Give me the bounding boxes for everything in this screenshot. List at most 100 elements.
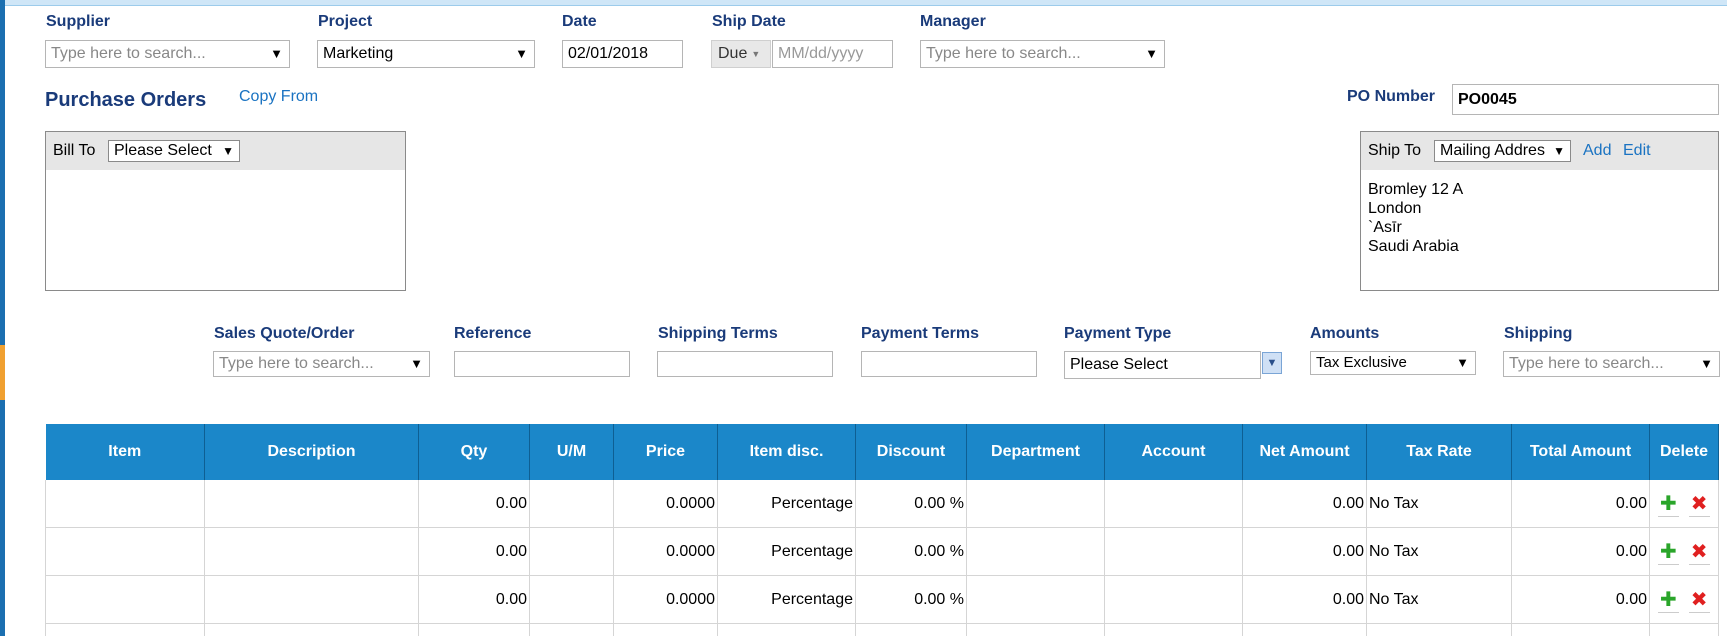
shipping-terms-input[interactable] [657,351,833,377]
payment-type-value: Please Select [1070,356,1168,373]
shipping-terms-label: Shipping Terms [658,325,778,342]
discount-cell[interactable]: 0.00 % [855,480,967,528]
payment-type-label: Payment Type [1064,325,1172,342]
ship-date-input[interactable]: MM/dd/yyyy [772,40,893,68]
payment-type-select[interactable]: Please Select [1064,351,1261,379]
copy-from-link[interactable]: Copy From [239,88,319,105]
table-row: 0.00 0.0000 Percentage 0.00 % 0.00 No Ta… [45,527,1719,576]
description-cell[interactable] [204,575,419,624]
triangle-down-icon[interactable]: ▼ [1145,46,1158,61]
department-cell[interactable] [966,480,1105,528]
manager-search-combo[interactable]: Type here to search... ▼ [920,40,1165,68]
po-number-input[interactable]: PO0045 [1452,84,1719,115]
column-header-net-amount[interactable]: Net Amount [1242,424,1367,480]
triangle-down-icon[interactable]: ▼ [270,46,283,61]
column-header-account[interactable]: Account [1104,424,1243,480]
shipping-placeholder: Type here to search... [1509,355,1664,372]
item-disc-cell[interactable]: Percentage [717,575,856,624]
ship-to-edit-link[interactable]: Edit [1623,142,1651,159]
column-header-um[interactable]: U/M [529,424,614,480]
qty-cell[interactable]: 0.00 [418,527,530,576]
discount-cell[interactable]: 0.00 % [855,575,967,624]
department-cell[interactable] [966,575,1105,624]
item-disc-cell[interactable]: Percentage [717,480,856,528]
description-cell[interactable] [204,480,419,528]
bill-to-value: Please Select [114,142,212,159]
shipping-combo[interactable]: Type here to search... ▼ [1503,351,1720,377]
tax-rate-cell[interactable]: No Tax [1366,575,1512,624]
column-header-price[interactable]: Price [613,424,718,480]
qty-cell[interactable]: 0.00 [418,575,530,624]
ship-to-select[interactable]: Mailing Addres ▼ [1434,140,1571,162]
address-line: `Asīr [1368,219,1402,236]
triangle-down-icon[interactable]: ▼ [222,144,234,158]
reference-input[interactable] [454,351,630,377]
address-line: Saudi Arabia [1368,238,1459,255]
item-cell[interactable] [45,527,205,576]
column-header-tax-rate[interactable]: Tax Rate [1366,424,1512,480]
sales-quote-combo[interactable]: Type here to search... ▼ [213,351,430,377]
price-cell[interactable]: 0.0000 [613,527,718,576]
table-cell [1366,623,1512,636]
close-icon[interactable]: ✖ [1688,492,1710,517]
tax-rate-cell[interactable]: No Tax [1366,480,1512,528]
item-disc-cell[interactable]: Percentage [717,527,856,576]
account-cell[interactable] [1104,480,1243,528]
um-cell[interactable] [529,575,614,624]
triangle-down-icon[interactable]: ▼ [1553,144,1565,158]
bill-to-select[interactable]: Please Select ▼ [108,140,240,162]
column-header-department[interactable]: Department [966,424,1105,480]
discount-cell[interactable]: 0.00 % [855,527,967,576]
um-cell[interactable] [529,480,614,528]
item-cell[interactable] [45,480,205,528]
plus-icon[interactable]: ✚ [1658,588,1679,613]
payment-terms-input[interactable] [861,351,1037,377]
total-amount-cell: 0.00 [1511,575,1650,624]
account-cell[interactable] [1104,527,1243,576]
price-cell[interactable]: 0.0000 [613,575,718,624]
column-header-item[interactable]: Item [45,424,205,480]
net-amount-cell: 0.00 [1242,480,1367,528]
project-label: Project [318,13,373,30]
amounts-select[interactable]: Tax Exclusive ▼ [1310,351,1476,375]
chevron-down-icon[interactable]: ▼ [1262,352,1282,374]
triangle-down-icon[interactable]: ▼ [515,46,528,61]
table-cell [45,623,205,636]
triangle-down-icon[interactable]: ▼ [1700,356,1713,371]
triangle-down-icon[interactable]: ▼ [410,356,423,371]
caret-down-icon: ▼ [751,49,761,59]
left-sidebar-strip [0,0,5,636]
qty-cell[interactable]: 0.00 [418,480,530,528]
column-header-total-amount[interactable]: Total Amount [1511,424,1650,480]
sidebar-toggle-tab[interactable] [0,345,5,400]
table-cell [1104,623,1243,636]
manager-placeholder: Type here to search... [926,45,1081,62]
description-cell[interactable] [204,527,419,576]
price-cell[interactable]: 0.0000 [613,480,718,528]
shipping-label: Shipping [1504,325,1573,342]
page-title: Purchase Orders [45,89,207,111]
tax-rate-cell[interactable]: No Tax [1366,527,1512,576]
ship-to-panel: Ship To Mailing Addres ▼ Add Edit Bromle… [1360,131,1719,291]
payment-terms-label: Payment Terms [861,325,979,342]
date-input[interactable]: 02/01/2018 [562,40,683,68]
department-cell[interactable] [966,527,1105,576]
column-header-description[interactable]: Description [204,424,419,480]
close-icon[interactable]: ✖ [1688,588,1710,613]
triangle-down-icon[interactable]: ▼ [1456,355,1469,370]
column-header-qty[interactable]: Qty [418,424,530,480]
project-select[interactable]: Marketing ▼ [317,40,535,68]
ship-to-add-link[interactable]: Add [1583,142,1612,159]
ship-date-mode-dropdown[interactable]: Due ▼ [711,40,771,68]
close-icon[interactable]: ✖ [1688,540,1710,565]
supplier-search-combo[interactable]: Type here to search... ▼ [45,40,290,68]
plus-icon[interactable]: ✚ [1658,492,1679,517]
account-cell[interactable] [1104,575,1243,624]
table-cell [1649,623,1719,636]
column-header-item-disc[interactable]: Item disc. [717,424,856,480]
address-line: Bromley 12 A [1368,181,1464,198]
um-cell[interactable] [529,527,614,576]
plus-icon[interactable]: ✚ [1658,540,1679,565]
item-cell[interactable] [45,575,205,624]
column-header-discount[interactable]: Discount [855,424,967,480]
